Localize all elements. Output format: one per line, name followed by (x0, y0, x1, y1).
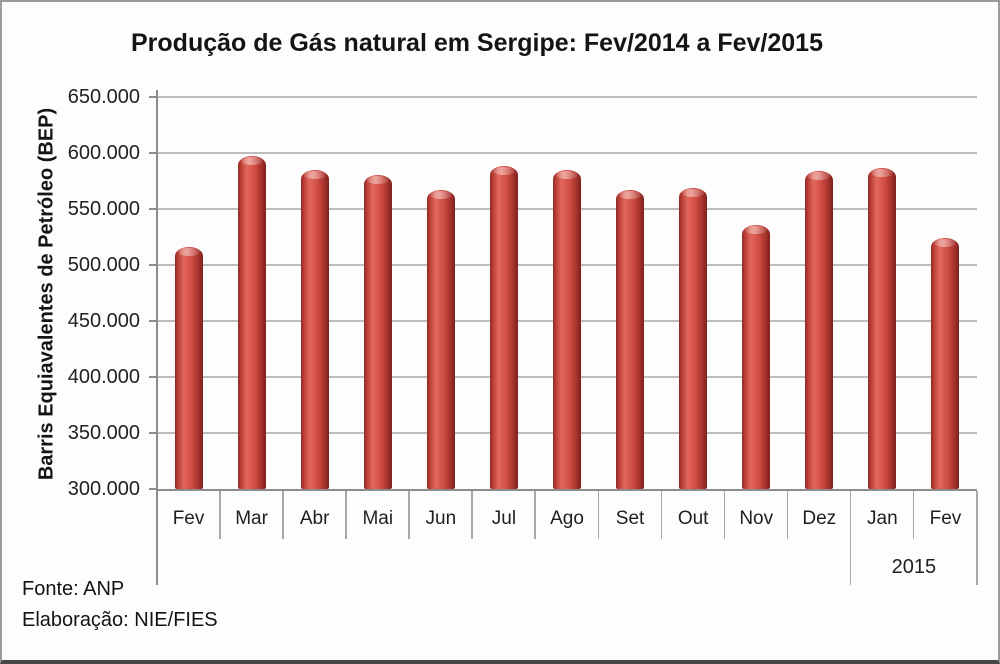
x-tick-label: Set (615, 508, 645, 529)
y-tick-label: 400.000 (67, 366, 140, 388)
bar-mai-3 (364, 175, 392, 489)
y-axis-tick (149, 488, 157, 490)
x-tick-label: Mai (362, 508, 394, 529)
axis-group-separator (849, 491, 852, 585)
y-axis-tick (149, 96, 157, 98)
y-axis-tick (149, 264, 157, 266)
gridline (157, 152, 977, 154)
axis-category-separator (282, 491, 284, 539)
y-tick-label: 500.000 (67, 254, 140, 276)
axis-category-separator (597, 491, 600, 539)
bar-dez-10 (805, 171, 833, 489)
x-tick-label: Jan (867, 508, 898, 529)
bar-jan-11 (868, 168, 896, 489)
bar-nov-9 (742, 225, 770, 489)
bar-abr-2 (301, 170, 329, 489)
bar-jul-5 (490, 166, 518, 489)
axis-category-separator (534, 491, 536, 539)
y-tick-label: 350.000 (67, 422, 140, 444)
bar-fev-12 (931, 238, 959, 489)
axis-category-separator (723, 491, 726, 539)
y-tick-label: 600.000 (67, 142, 140, 164)
x-tick-label: Out (677, 508, 709, 529)
bar-set-7 (616, 190, 644, 489)
y-axis-tick (149, 432, 157, 434)
chart-title: Produção de Gás natural em Sergipe: Fev/… (131, 29, 823, 57)
x-tick-label: Ago (550, 508, 584, 529)
bar-fev-0 (175, 247, 203, 489)
axis-category-separator (345, 491, 347, 539)
x-tick-label: Fev (172, 508, 205, 529)
y-tick-label: 650.000 (67, 86, 140, 108)
bar-mar-1 (238, 156, 266, 489)
y-axis-tick (149, 152, 157, 154)
source-note: Fonte: ANP (22, 578, 125, 600)
elaboration-note: Elaboração: NIE/FIES (22, 609, 218, 631)
axis-category-separator (786, 491, 789, 539)
x-tick-label: Dez (802, 508, 837, 529)
axis-category-separator (471, 491, 473, 539)
y-axis-tick (149, 320, 157, 322)
y-axis-line (156, 90, 158, 585)
x-tick-label: Jun (425, 508, 457, 529)
axis-group-separator (976, 491, 978, 585)
y-tick-label: 550.000 (67, 198, 140, 220)
x-axis-line (157, 489, 977, 491)
y-tick-label: 300.000 (67, 478, 140, 500)
axis-category-separator (660, 491, 663, 539)
x-tick-label: Jul (491, 508, 517, 529)
x-tick-label: Fev (929, 508, 962, 529)
y-axis-tick (149, 208, 157, 210)
y-axis-tick (149, 376, 157, 378)
axis-category-separator (912, 491, 915, 539)
bar-out-8 (679, 188, 707, 489)
gridline (157, 96, 977, 98)
year-group-label: 2015 (891, 556, 937, 578)
x-tick-label: Nov (739, 508, 774, 529)
x-tick-label: Abr (299, 508, 330, 529)
bar-jun-4 (427, 190, 455, 489)
axis-category-separator (219, 491, 221, 539)
axis-category-separator (408, 491, 410, 539)
y-tick-label: 450.000 (67, 310, 140, 332)
bar-ago-6 (553, 170, 581, 489)
x-tick-label: Mar (235, 508, 268, 529)
